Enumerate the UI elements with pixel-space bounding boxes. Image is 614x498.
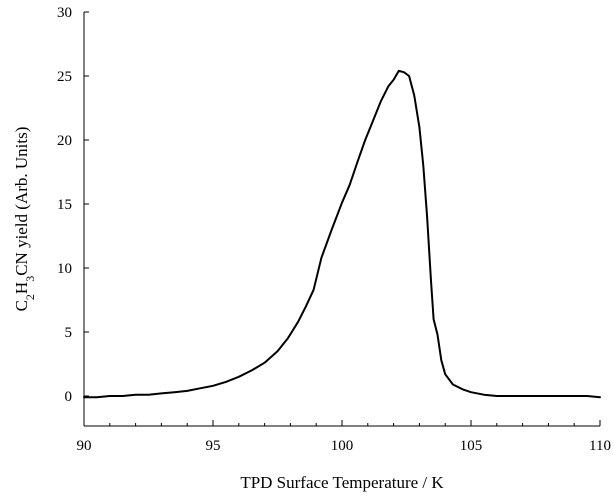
y-axis-title-subscript: 2 <box>23 294 37 300</box>
series-line <box>83 69 601 399</box>
y-tick-label: 15 <box>57 197 72 213</box>
plot-area <box>83 12 601 427</box>
x-tick-label: 90 <box>77 438 92 454</box>
y-axis-title-part: CN yield (Arb. Units) <box>12 127 31 276</box>
y-tick-label: 10 <box>57 261 72 277</box>
axis-ticks: 0 5 10 15 20 25 30 90 95 100 105 110 <box>57 5 611 454</box>
y-axis-title-part: H <box>12 282 31 294</box>
x-tick-label: 105 <box>460 438 483 454</box>
y-axis-title-subscript: 3 <box>23 276 37 282</box>
x-axis-title: TPD Surface Temperature / K <box>240 473 444 492</box>
y-axis-title-part: C <box>12 300 31 311</box>
x-tick-label: 110 <box>589 438 611 454</box>
y-tick-label: 0 <box>65 389 73 405</box>
x-tick-label: 95 <box>206 438 221 454</box>
y-tick-label: 25 <box>57 69 72 85</box>
y-tick-label: 5 <box>65 325 73 341</box>
y-axis-title: C2H3CN yield (Arb. Units) <box>12 127 37 312</box>
x-tick-label: 100 <box>331 438 354 454</box>
y-tick-label: 30 <box>57 5 72 21</box>
y-tick-label: 20 <box>57 133 72 149</box>
